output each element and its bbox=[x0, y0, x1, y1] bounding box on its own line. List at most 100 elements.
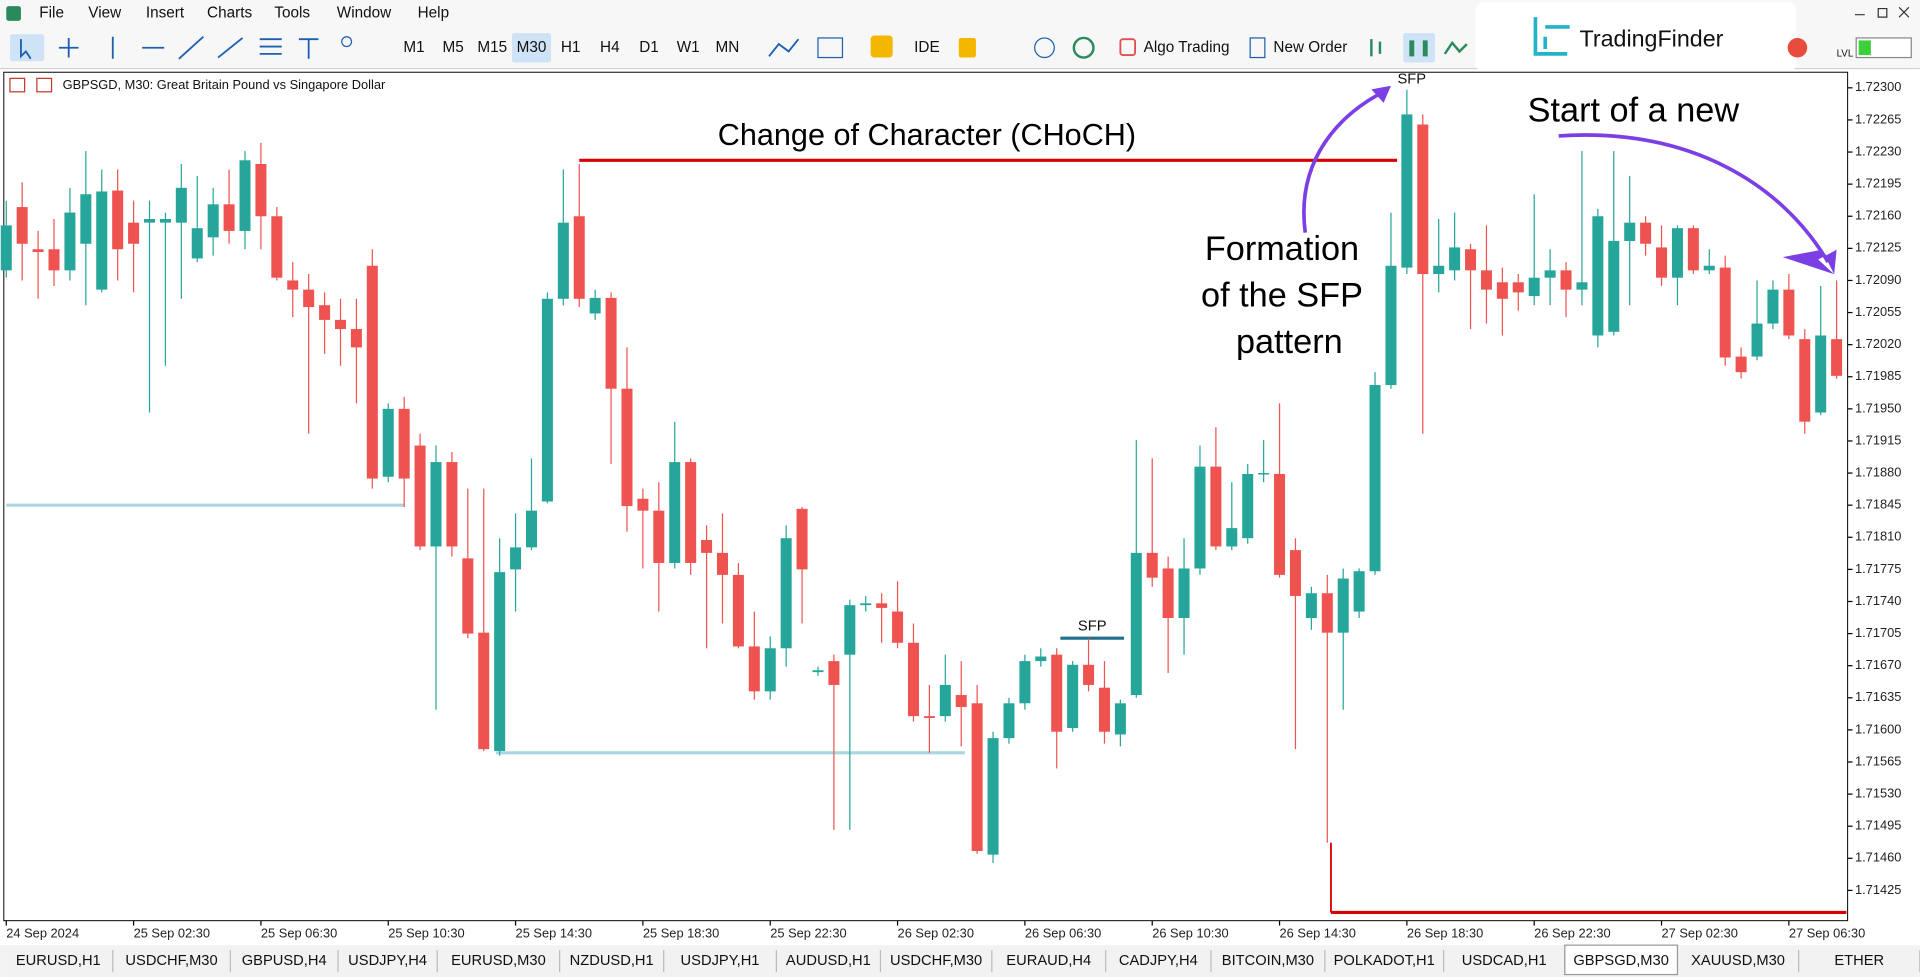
line-chart-icon[interactable] bbox=[1443, 40, 1468, 55]
crosshair-icon[interactable] bbox=[58, 37, 79, 58]
y-tick-label: 1.72090 bbox=[1855, 272, 1901, 287]
tab[interactable]: AUDUSD,H1 bbox=[786, 953, 871, 969]
y-tick-label: 1.71985 bbox=[1855, 368, 1901, 383]
algo-trading-button[interactable]: Algo Trading bbox=[1144, 39, 1230, 56]
x-tick-label: 26 Sep 18:30 bbox=[1407, 926, 1483, 941]
candle-body bbox=[971, 703, 983, 851]
tab[interactable]: GBPSGD,M30 bbox=[1573, 953, 1669, 969]
tab[interactable]: XAUUSD,M30 bbox=[1691, 953, 1785, 969]
y-tick-label: 1.72195 bbox=[1855, 176, 1901, 191]
timeframe-button[interactable]: W1 bbox=[677, 39, 700, 56]
tab[interactable]: ETHER bbox=[1834, 953, 1884, 969]
logo-text: TradingFinder bbox=[1580, 26, 1724, 52]
tab[interactable]: EURUSD,H1 bbox=[16, 953, 101, 969]
y-tick-label: 1.72300 bbox=[1855, 79, 1901, 94]
candle-body bbox=[1671, 228, 1683, 278]
y-tick-label: 1.71880 bbox=[1855, 464, 1901, 479]
tab[interactable]: GBPUSD,H4 bbox=[242, 953, 327, 969]
candle-body bbox=[669, 462, 681, 563]
menu-item[interactable]: Tools bbox=[274, 5, 310, 22]
y-tick-label: 1.71670 bbox=[1855, 657, 1901, 672]
tab[interactable]: USDJPY,H1 bbox=[681, 953, 760, 969]
timeframe-button[interactable]: M30 bbox=[517, 39, 547, 56]
candle-body bbox=[1210, 466, 1222, 547]
timeframe-button[interactable]: MN bbox=[715, 39, 739, 56]
candle-body bbox=[1258, 473, 1270, 475]
candle-body bbox=[350, 329, 362, 348]
candle-body bbox=[525, 510, 538, 548]
menu-item[interactable]: File bbox=[39, 5, 64, 22]
candle-body bbox=[605, 297, 617, 389]
tab[interactable]: BITCOIN,M30 bbox=[1222, 953, 1314, 969]
x-tick-label: 25 Sep 10:30 bbox=[388, 926, 464, 941]
menu: File View Insert Charts Tools Window Help bbox=[39, 5, 449, 22]
candle-body bbox=[159, 218, 171, 223]
shapes-icon[interactable] bbox=[341, 36, 353, 48]
y-tick-label: 1.72020 bbox=[1855, 336, 1901, 351]
candle-body bbox=[764, 648, 776, 692]
candle-body bbox=[1767, 289, 1779, 324]
market-icon[interactable] bbox=[870, 35, 893, 58]
timeframe-button[interactable]: M5 bbox=[443, 39, 464, 56]
x-tick-label: 26 Sep 02:30 bbox=[898, 926, 974, 941]
tab[interactable]: NZDUSD,H1 bbox=[570, 953, 654, 969]
candle-chart-icon[interactable] bbox=[1403, 33, 1436, 63]
tab[interactable]: USDJPY,H4 bbox=[348, 953, 427, 969]
candle-body bbox=[1624, 222, 1636, 242]
bar-chart-icon[interactable] bbox=[1370, 39, 1382, 57]
timeframe-button[interactable]: M15 bbox=[477, 39, 507, 56]
menu-item[interactable]: Insert bbox=[146, 5, 185, 22]
candle-body bbox=[987, 738, 999, 855]
chart-icon bbox=[36, 77, 53, 93]
candle-body bbox=[1274, 473, 1286, 575]
candle-body bbox=[1146, 552, 1158, 578]
tab[interactable]: POLKADOT,H1 bbox=[1334, 953, 1435, 969]
news-icon[interactable] bbox=[1787, 37, 1808, 58]
candle-body bbox=[1480, 270, 1492, 290]
tab[interactable]: USDCHF,M30 bbox=[125, 953, 217, 969]
tab[interactable]: EURAUD,H4 bbox=[1006, 953, 1091, 969]
candle-body bbox=[701, 540, 713, 553]
menu-item[interactable]: Charts bbox=[207, 5, 252, 22]
cloud-icon[interactable] bbox=[1034, 37, 1055, 59]
candle-body bbox=[303, 289, 315, 308]
tab[interactable]: USDCAD,H1 bbox=[1462, 953, 1547, 969]
cursor-tool[interactable] bbox=[9, 34, 45, 62]
candle-body bbox=[64, 212, 76, 271]
signal-icon[interactable] bbox=[1072, 36, 1095, 59]
active-timeframe bbox=[511, 33, 552, 63]
candle-body bbox=[1067, 664, 1079, 729]
y-tick-label: 1.71950 bbox=[1855, 400, 1901, 415]
template-icon[interactable] bbox=[817, 37, 844, 59]
new-order-button[interactable]: New Order bbox=[1273, 39, 1347, 56]
timeframe-button[interactable]: D1 bbox=[639, 39, 659, 56]
candle-body bbox=[1831, 339, 1843, 376]
order-icon[interactable] bbox=[1249, 37, 1266, 59]
chart-type-icon[interactable] bbox=[768, 38, 800, 57]
candle-body bbox=[414, 445, 426, 547]
candle-body bbox=[1560, 270, 1572, 290]
x-tick-label: 25 Sep 18:30 bbox=[643, 926, 719, 941]
lock-icon[interactable] bbox=[958, 37, 976, 58]
tab[interactable]: CADJPY,H4 bbox=[1119, 953, 1198, 969]
window-controls[interactable] bbox=[1854, 6, 1910, 18]
candle-body bbox=[1751, 323, 1763, 357]
timeframe-button[interactable]: H1 bbox=[561, 39, 581, 56]
ide-button[interactable]: IDE bbox=[914, 39, 940, 56]
algo-icon[interactable] bbox=[1119, 38, 1136, 57]
tab[interactable]: USDCHF,M30 bbox=[890, 953, 982, 969]
menu-item[interactable]: View bbox=[88, 5, 122, 22]
menu-item[interactable]: Help bbox=[418, 5, 449, 22]
candle-body bbox=[955, 695, 967, 707]
tab[interactable]: EURUSD,M30 bbox=[451, 953, 546, 969]
menu-item[interactable]: Window bbox=[337, 5, 392, 22]
x-tick-label: 24 Sep 2024 bbox=[6, 926, 79, 941]
y-tick-label: 1.71425 bbox=[1855, 882, 1901, 897]
arrow bbox=[1302, 88, 1387, 233]
timeframe-button[interactable]: M1 bbox=[403, 39, 424, 56]
candle-body bbox=[653, 510, 665, 563]
timeframe-button[interactable]: H4 bbox=[600, 39, 620, 56]
y-tick-label: 1.71705 bbox=[1855, 625, 1901, 640]
candle-body bbox=[844, 605, 856, 655]
drawing-tools[interactable] bbox=[111, 36, 319, 60]
